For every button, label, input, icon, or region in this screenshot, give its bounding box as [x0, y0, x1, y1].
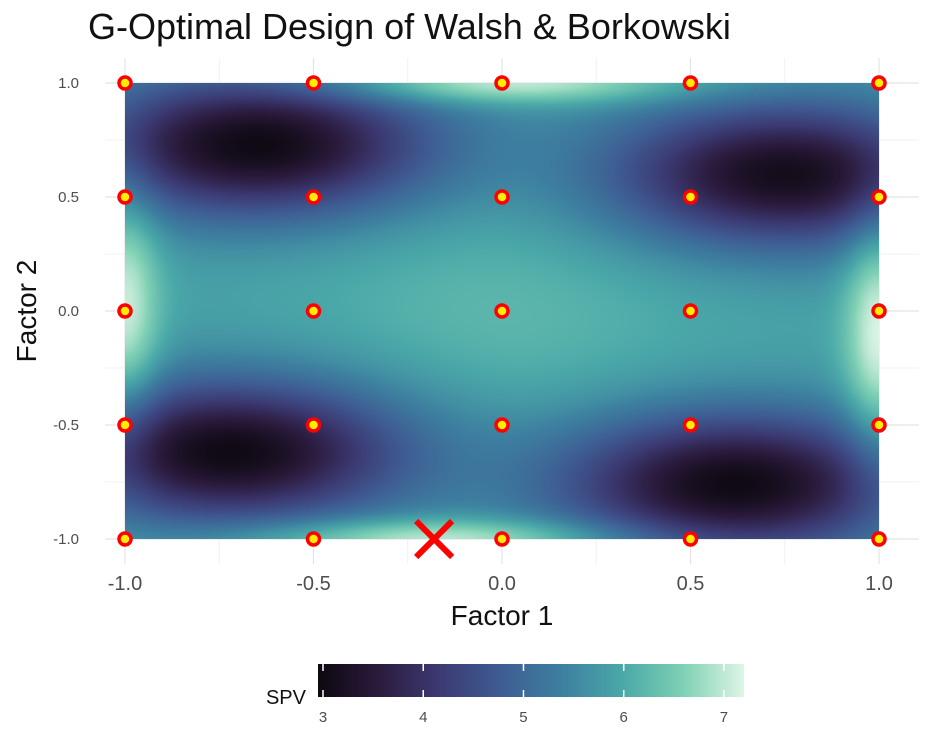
design-point: [871, 531, 887, 547]
y-axis-title: Factor 2: [11, 260, 42, 363]
design-point: [305, 303, 322, 319]
colorbar: [318, 664, 744, 697]
design-point: [494, 531, 510, 547]
design-point: [682, 303, 699, 319]
design-point: [682, 75, 699, 91]
y-tick-label: -1.0: [53, 531, 79, 548]
y-tick-label: 0.0: [58, 303, 79, 320]
colorbar-ticks: 3 4 5 6 7: [319, 664, 728, 726]
max-spv-marker-stroke: [414, 518, 455, 560]
design-point: [117, 531, 133, 547]
spv-colorbar-legend: SPV 3 4 5 6 7: [266, 664, 744, 726]
design-point: [305, 75, 322, 91]
colorbar-tick-label: 4: [419, 709, 427, 726]
x-tick-label: 0.5: [677, 573, 705, 595]
legend-title: SPV: [266, 687, 307, 709]
x-tick-label: -0.5: [296, 573, 330, 595]
design-point: [494, 303, 510, 319]
x-tick-label: -1.0: [108, 573, 142, 595]
y-tick-label: -0.5: [53, 417, 79, 434]
max-spv-marker: [414, 518, 455, 560]
colorbar-tick-label: 6: [620, 709, 628, 726]
y-tick-labels: -1.0 -0.5 0.0 0.5 1.0: [53, 75, 79, 548]
design-point: [871, 303, 887, 319]
colorbar-tick-label: 5: [519, 709, 527, 726]
design-point: [871, 75, 887, 91]
x-axis-title: Factor 1: [451, 600, 554, 631]
chart-title: G-Optimal Design of Walsh & Borkowski: [88, 6, 731, 47]
design-point: [305, 531, 322, 547]
design-points: [117, 75, 887, 547]
design-point: [117, 303, 133, 319]
design-point: [494, 417, 510, 433]
y-tick-label: 0.5: [58, 189, 79, 206]
design-point: [682, 189, 699, 205]
design-point: [682, 531, 699, 547]
design-point: [682, 417, 699, 433]
colorbar-tick-label: 7: [720, 709, 728, 726]
design-point: [871, 189, 887, 205]
colorbar-tick-label: 3: [319, 709, 327, 726]
design-point: [117, 75, 133, 91]
design-point: [494, 75, 510, 91]
design-point: [117, 417, 133, 433]
x-tick-label: 0.0: [488, 573, 516, 595]
design-point: [494, 189, 510, 205]
x-tick-labels: -1.0 -0.5 0.0 0.5 1.0: [108, 573, 893, 595]
design-point: [117, 189, 133, 205]
design-point: [305, 417, 322, 433]
design-point: [305, 189, 322, 205]
x-tick-label: 1.0: [865, 573, 893, 595]
y-tick-label: 1.0: [58, 75, 79, 92]
design-point: [871, 417, 887, 433]
